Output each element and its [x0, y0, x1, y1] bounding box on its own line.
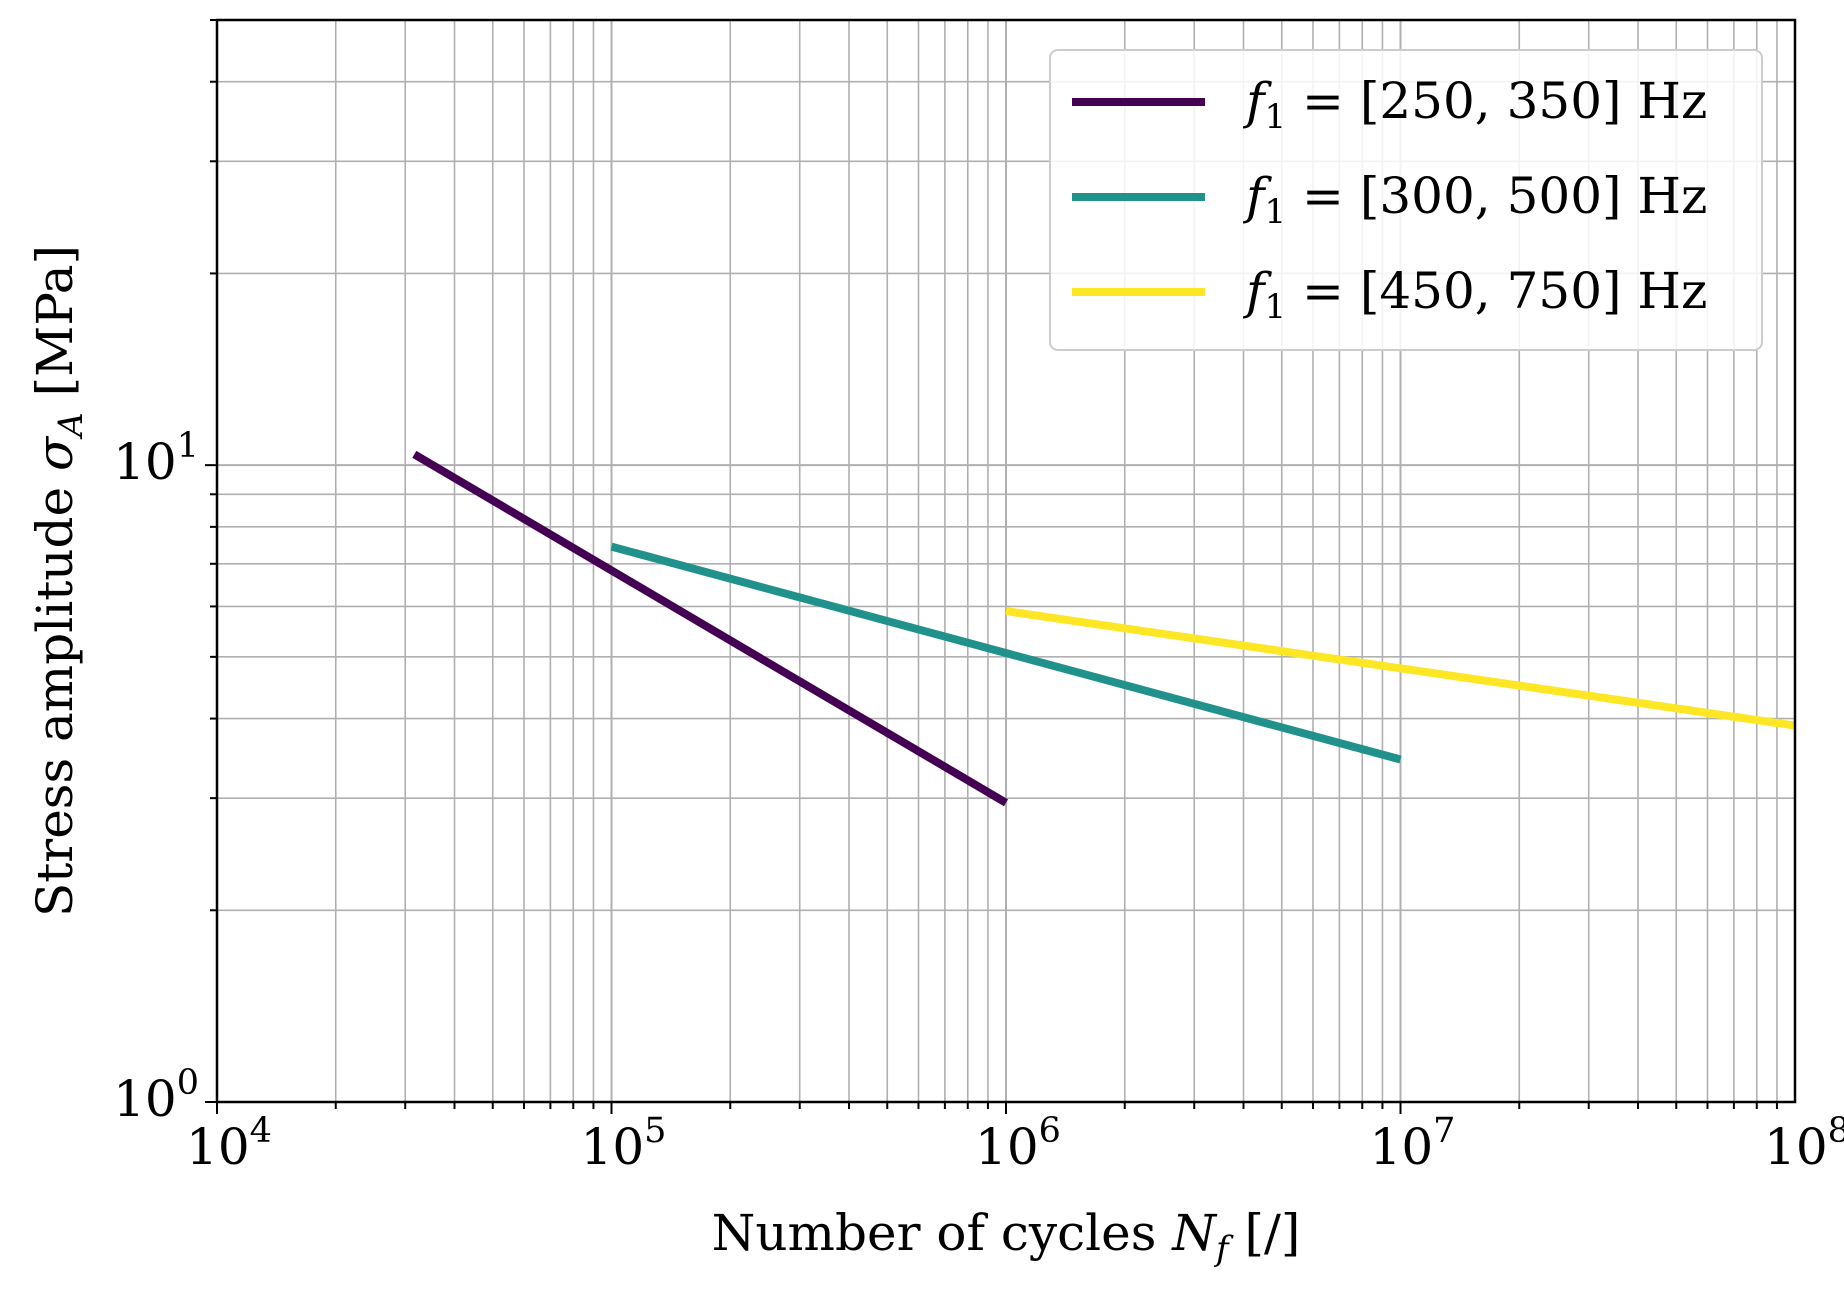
- y-tick-labels: 100 101: [113, 426, 199, 1128]
- x-tick-label: 104: [186, 1111, 272, 1176]
- axis-ticks: [205, 19, 1778, 1114]
- legend: f1 = [250, 350] Hz f1 = [300, 500] Hz f1 =…: [1049, 49, 1763, 351]
- legend-label-3: f1 = [450, 750] Hz: [1242, 262, 1707, 327]
- legend-label-1: f1 = [250, 350] Hz: [1242, 72, 1707, 137]
- x-tick-label: 105: [581, 1111, 667, 1176]
- x-tick-labels: 104 105 106 107 108: [186, 1111, 1844, 1176]
- legend-box: [1049, 49, 1763, 351]
- y-tick-label: 100: [113, 1063, 199, 1128]
- series-line-3: [1005, 607, 1796, 730]
- y-axis-label: Stress amplitude σA [MPa]: [26, 245, 91, 917]
- series-line-2: [610, 542, 1402, 764]
- y-tick-label: 101: [113, 426, 199, 491]
- series-lines: [412, 450, 1796, 807]
- x-axis-label: Number of cycles Nf [/]: [712, 1204, 1301, 1269]
- x-tick-label: 106: [975, 1111, 1061, 1176]
- x-tick-label: 108: [1764, 1111, 1844, 1176]
- series-line-1: [412, 450, 1009, 807]
- x-tick-label: 107: [1370, 1111, 1456, 1176]
- legend-label-2: f1 = [300, 500] Hz: [1242, 167, 1707, 232]
